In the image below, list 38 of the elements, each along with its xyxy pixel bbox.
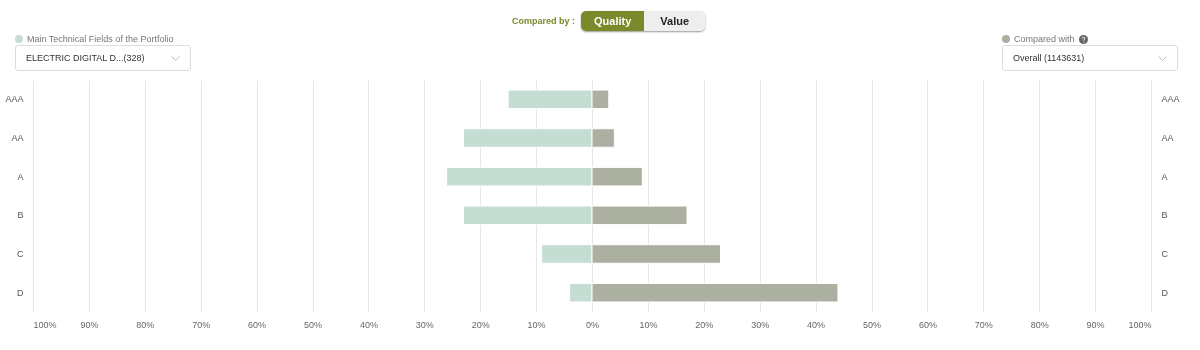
x-tick-label: 40%	[359, 319, 378, 330]
y-tick-label: AA	[1161, 133, 1174, 143]
y-tick-label: C	[1161, 249, 1169, 259]
x-tick-label: 60%	[918, 319, 937, 330]
x-tick-label: 40%	[807, 319, 826, 330]
y-tick-label: B	[1161, 210, 1168, 221]
category-label: A	[17, 171, 24, 182]
x-tick-label: 80%	[1030, 319, 1049, 330]
x-tick-label: 90%	[1086, 319, 1105, 330]
x-tick-label: 50%	[303, 319, 323, 330]
x-tick-label: 90%	[80, 319, 99, 330]
text: Compared by :	[512, 16, 576, 26]
x-tick-label: 30%	[751, 319, 770, 330]
x-tick-label: 20%	[471, 319, 490, 330]
y-tick-label: D	[1161, 287, 1169, 298]
category-label: AA	[11, 133, 24, 143]
x-tick-label: 70%	[192, 319, 211, 330]
dropdown: ELECTRIC DIGITAL D...(328)	[15, 45, 191, 71]
x-tick-label: 100%	[1128, 319, 1152, 330]
x-tick-label: 20%	[695, 319, 714, 330]
category-label: AAA	[5, 94, 24, 105]
x-tick-label: 30%	[415, 319, 434, 330]
x-tick-label: 0%	[585, 319, 600, 330]
category-label: D	[17, 287, 24, 298]
legend-label: Main Technical Fields of the Portfolio	[27, 34, 174, 44]
x-tick-label: 10%	[639, 319, 658, 330]
legend-label: Compared with	[1014, 34, 1075, 44]
category-label: B	[17, 210, 24, 221]
category-label: C	[17, 249, 24, 259]
y-tick-label: A	[1161, 171, 1168, 182]
y-tick-label: AAA	[1161, 94, 1180, 105]
x-tick-label: 10%	[527, 319, 546, 330]
x-tick-label: 50%	[862, 319, 882, 330]
x-tick-label: 80%	[136, 319, 155, 330]
x-tick-label: 100%	[33, 319, 57, 330]
dropdown: Overall (1143631)	[1002, 45, 1178, 71]
x-tick-label: 60%	[248, 319, 267, 330]
x-tick-label: 70%	[974, 319, 993, 330]
